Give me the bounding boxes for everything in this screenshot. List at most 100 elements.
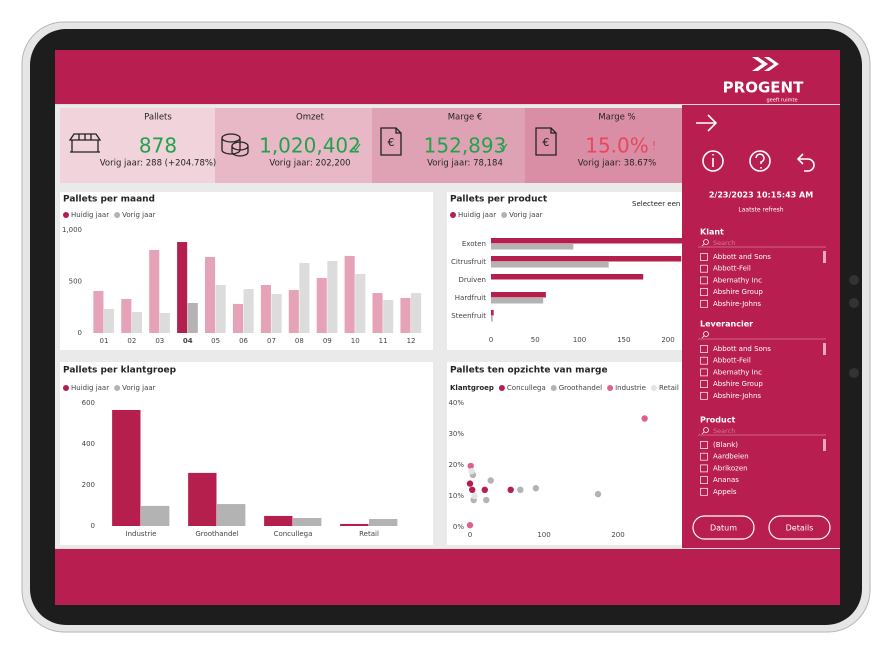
sidebar-icons: [696, 114, 815, 172]
slicer-item[interactable]: Abshire Group: [713, 380, 763, 388]
search-icon: [703, 331, 709, 337]
checkbox[interactable]: [700, 299, 708, 308]
x-tick-label: 10: [351, 337, 360, 345]
slicer-item[interactable]: Abshire-Johns: [713, 392, 761, 400]
undo-icon[interactable]: [796, 153, 815, 172]
x-tick-label: 200: [611, 531, 624, 539]
search-icon: [703, 427, 709, 433]
legend-label: Retail: [659, 384, 679, 392]
euro-doc-icon: [535, 127, 557, 156]
kpi-icons: [68, 127, 557, 157]
bar: [316, 277, 327, 333]
scatter-point: [487, 477, 494, 484]
info-icon[interactable]: [702, 150, 724, 172]
slicer-item[interactable]: Abernathy Inc: [713, 276, 762, 284]
slicer-item[interactable]: Ananas: [713, 476, 739, 484]
slicer-item[interactable]: Abshire-Johns: [713, 300, 761, 308]
chart-note: Selecteer een f: [632, 200, 686, 208]
scrollbar: [823, 439, 826, 451]
top-band: [55, 50, 840, 105]
button-label[interactable]: Datum: [710, 524, 737, 533]
y-tick-label: 0%: [453, 523, 464, 531]
bar: [288, 290, 299, 333]
bar: [491, 244, 574, 250]
checkbox[interactable]: [700, 356, 708, 365]
legend-marker: [114, 385, 121, 391]
legend-title: Klantgroep: [450, 384, 494, 392]
y-tick-label: 0: [91, 522, 95, 530]
x-tick-label: 03: [155, 337, 164, 345]
button[interactable]: [692, 515, 755, 540]
kpi-previous: Vorig jaar: 38.67%: [578, 159, 656, 169]
bar: [188, 472, 217, 526]
help-icon[interactable]: [749, 150, 771, 172]
slicer-item[interactable]: Aardbeien: [713, 453, 749, 461]
scatter-point: [507, 486, 514, 493]
checkbox[interactable]: [700, 380, 708, 388]
collapse-arrow[interactable]: [696, 114, 718, 132]
slicer-item[interactable]: Abbott and Sons: [713, 253, 771, 261]
legend-label: Huidig jaar: [71, 211, 109, 219]
checkbox[interactable]: [700, 441, 708, 449]
checkbox[interactable]: [700, 288, 708, 296]
logo-mark: [752, 57, 779, 71]
x-tick-label: 11: [379, 337, 388, 345]
bar: [344, 255, 355, 333]
slicer-item[interactable]: Abshire Group: [713, 288, 763, 296]
y-tick-label: 200: [82, 481, 95, 489]
bar: [112, 409, 141, 526]
bar: [355, 273, 366, 333]
bar: [177, 242, 188, 333]
checkbox[interactable]: [700, 464, 708, 473]
legend-label: Groothandel: [559, 384, 602, 392]
checkbox[interactable]: [700, 368, 708, 377]
chart-title: Pallets ten opzichte van marge: [450, 366, 608, 376]
checkbox[interactable]: [700, 391, 708, 400]
legend-marker: [650, 385, 657, 391]
scatter-point: [467, 462, 474, 470]
kpi-title: Marge €: [448, 113, 483, 123]
checkbox[interactable]: [700, 476, 708, 484]
slicer-item[interactable]: (Blank): [713, 441, 738, 449]
x-tick-label: 08: [295, 337, 304, 345]
sidebar: [682, 105, 840, 548]
slicer-item[interactable]: Abernathy Inc: [713, 368, 762, 376]
x-tick-label: 0: [468, 531, 472, 539]
scatter-point: [481, 486, 488, 493]
checkbox[interactable]: [700, 253, 708, 261]
x-tick-label: 01: [99, 337, 108, 345]
y-tick-label: 20%: [448, 461, 464, 469]
bar: [243, 289, 254, 333]
slicer-item[interactable]: Abbott and Sons: [713, 345, 771, 353]
search-placeholder: Search: [713, 239, 735, 247]
legend-label: Huidig jaar: [458, 211, 496, 219]
slicer-item[interactable]: Appels: [713, 488, 737, 496]
checkbox[interactable]: [700, 276, 708, 285]
bar: [260, 285, 271, 333]
bar: [131, 311, 142, 333]
checkbox[interactable]: [700, 264, 708, 273]
slicer-item[interactable]: Abbott-Feil: [713, 357, 751, 365]
bar: [232, 303, 244, 333]
button[interactable]: [768, 515, 831, 540]
legend-marker: [501, 212, 508, 218]
legend-label: Concullega: [507, 384, 546, 392]
button-label[interactable]: Details: [786, 524, 814, 533]
x-tick-label: 150: [617, 336, 630, 344]
slicer-item[interactable]: Abbott-Feil: [713, 265, 751, 273]
bottom-band: [55, 548, 840, 605]
search-stem: [701, 335, 705, 339]
checkbox[interactable]: [700, 452, 708, 461]
coins-icon: [221, 133, 249, 157]
slicer-item[interactable]: Abrikozen: [713, 464, 748, 472]
bar: [340, 523, 369, 526]
checkbox[interactable]: [700, 345, 708, 353]
bar: [215, 285, 226, 333]
y-tick-label: Hardfruit: [455, 294, 486, 302]
kpi-card: [372, 108, 525, 183]
bar: [372, 293, 383, 333]
scatter-point: [468, 468, 475, 475]
checkbox[interactable]: [700, 487, 708, 496]
slicer-title: Product: [700, 416, 735, 425]
